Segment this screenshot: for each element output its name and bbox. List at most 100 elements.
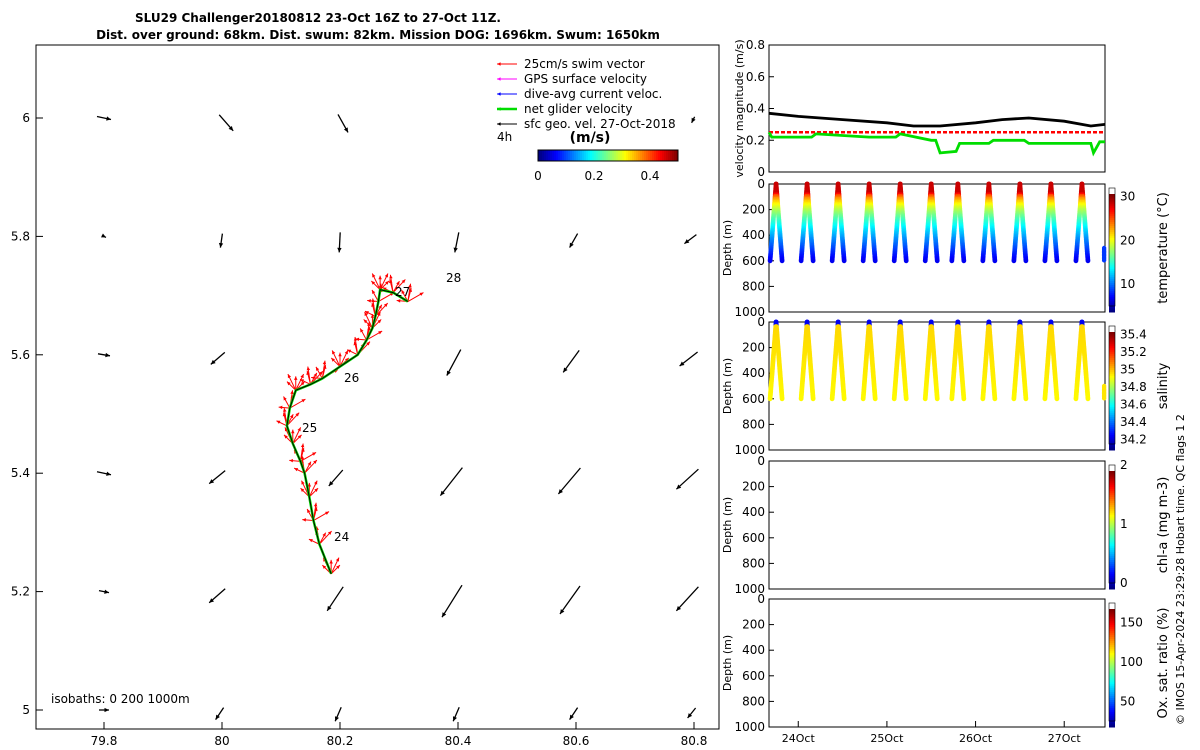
legend-swatch-head — [497, 77, 501, 81]
swim-vector-arrow-head — [363, 319, 368, 324]
section-colorbar-tick-label: 35.2 — [1120, 345, 1147, 359]
section-colorbar-segment — [1109, 233, 1115, 236]
geo-velocity-arrow — [441, 584, 463, 618]
colorbar-segment — [562, 150, 565, 161]
profile-sample-dot — [1011, 258, 1017, 264]
swim-vector-arrow-head — [360, 328, 364, 333]
map-y-tick-label: 5.4 — [11, 466, 30, 480]
swim-vector-arrow-head — [300, 381, 305, 386]
colorbar-segment — [606, 150, 609, 161]
section-colorbar-segment — [1109, 339, 1115, 343]
section-colorbar-segment — [1109, 656, 1115, 659]
colorbar-segment — [610, 150, 613, 161]
colorbar-segment — [598, 150, 601, 161]
section-colorbar-segment — [1109, 369, 1115, 372]
map-y-tick-label: 5.6 — [11, 348, 30, 362]
swim-vector-arrow-head — [327, 531, 332, 535]
map-y-tick-label: 5.2 — [11, 585, 30, 599]
section-colorbar-label: temperature (°C) — [1156, 192, 1171, 304]
colorbar-segment — [548, 150, 551, 161]
section-colorbar-segment — [1109, 666, 1115, 669]
section-colorbar-segment — [1109, 438, 1115, 441]
section-colorbar-segment — [1109, 207, 1115, 211]
colorbar-segment — [626, 150, 629, 161]
map-y-tick-label: 5 — [22, 703, 30, 717]
section-colorbar-segment — [1109, 699, 1115, 702]
section-colorbar-segment — [1109, 695, 1115, 698]
section-colorbar-segment — [1109, 308, 1115, 311]
depth-tick-label: 800 — [742, 556, 765, 570]
geo-velocity-arrow-head — [215, 714, 220, 720]
profile-sample-dot — [798, 258, 804, 264]
geo-velocity-arrow — [562, 350, 580, 373]
section-colorbar-segment — [1109, 434, 1115, 437]
swim-vector-arrow-head — [396, 299, 401, 303]
section-colorbar-segment — [1109, 687, 1115, 691]
profile-sample-dot — [798, 396, 804, 402]
swim-vector-arrow-head — [336, 565, 340, 569]
colorbar-segment — [586, 150, 589, 161]
profile-sample-dot — [829, 258, 835, 264]
section-colorbar-segment — [1109, 306, 1115, 309]
swim-vector-arrow-head — [371, 280, 376, 285]
section-y-axis-label: Depth (m) — [721, 635, 734, 691]
geo-velocity-arrow-head — [105, 352, 110, 358]
section-colorbar-segment — [1109, 683, 1115, 687]
section-colorbar-segment — [1109, 195, 1115, 199]
colorbar-segment — [572, 150, 575, 161]
swim-vector-arrow-head — [322, 360, 327, 365]
section-colorbar-segment — [1109, 396, 1115, 400]
section-colorbar-segment — [1109, 194, 1115, 197]
section-colorbar-segment — [1109, 235, 1115, 238]
section-colorbar-segment — [1109, 199, 1115, 203]
section-colorbar-segment — [1109, 658, 1115, 661]
swim-vector-arrow-head — [383, 303, 388, 307]
section-colorbar-segment — [1109, 359, 1115, 362]
section-colorbar-segment — [1109, 217, 1115, 221]
section-colorbar-segment — [1109, 610, 1115, 614]
section-colorbar-segment — [1109, 575, 1115, 578]
swim-vector-arrow-head — [322, 532, 326, 537]
profile-sample-dot — [934, 258, 940, 264]
profile-sample-dot — [779, 396, 785, 402]
section-colorbar-segment — [1109, 620, 1115, 624]
colorbar-segment — [570, 150, 573, 161]
geo-velocity-arrow — [446, 349, 462, 376]
profile-sample-dot — [810, 258, 816, 264]
swim-vector-arrow-head — [306, 371, 310, 375]
depth-tick-label: 1000 — [734, 720, 765, 734]
swim-vector-arrow-head — [283, 408, 287, 412]
section-colorbar-segment — [1109, 333, 1115, 337]
colorbar-segment — [580, 150, 583, 161]
section-colorbar-segment — [1109, 383, 1115, 386]
section-colorbar-segment — [1109, 654, 1115, 657]
section-colorbar-segment — [1109, 404, 1115, 408]
section-colorbar-segment — [1109, 304, 1115, 307]
geo-velocity-arrow — [326, 586, 344, 612]
section-colorbar-segment — [1109, 482, 1115, 486]
swim-vector-arrow-head — [307, 482, 312, 487]
section-colorbar-segment — [1109, 715, 1115, 718]
geo-velocity-arrow-head — [106, 116, 111, 121]
colorbar-segment — [632, 150, 635, 161]
profile-sample-dot — [903, 258, 909, 264]
geo-velocity-arrow-head — [218, 242, 224, 248]
swim-vector-arrow-head — [366, 341, 370, 346]
section-colorbar-segment — [1109, 626, 1115, 630]
section-colorbar-segment — [1109, 472, 1115, 476]
section-colorbar-segment — [1109, 367, 1115, 370]
profile-sample-dot — [891, 258, 897, 264]
swim-vector-arrow-head — [344, 350, 348, 355]
swim-vector-arrow-head — [355, 337, 360, 342]
depth-tick-label: 1000 — [734, 443, 765, 457]
section-colorbar-segment — [1109, 400, 1115, 404]
colorbar-segment — [650, 150, 653, 161]
section-colorbar-segment — [1109, 673, 1115, 677]
geo-velocity-arrow-head — [691, 117, 696, 123]
geo-velocity-arrow-head — [452, 716, 457, 722]
section-colorbar-segment — [1109, 436, 1115, 439]
colorbar-segment — [624, 150, 627, 161]
colorbar-segment — [672, 150, 675, 161]
colorbar-segment — [542, 150, 545, 161]
section-colorbar-segment — [1109, 681, 1115, 685]
